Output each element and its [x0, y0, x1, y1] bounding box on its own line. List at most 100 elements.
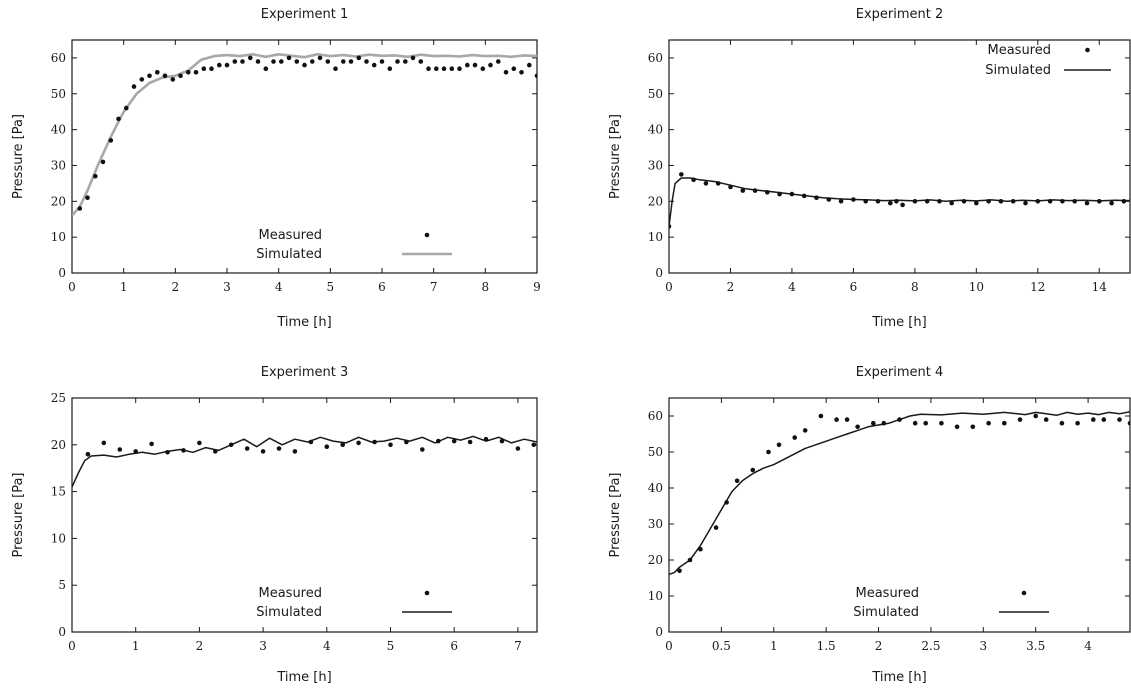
data-point-measured: [974, 200, 979, 206]
plot-area: [72, 52, 537, 217]
data-point-measured: [348, 59, 354, 64]
data-point-measured: [117, 447, 123, 452]
data-point-measured: [713, 525, 719, 530]
data-point-measured: [900, 202, 905, 208]
x-tick-label: 12: [1030, 280, 1045, 294]
data-point-measured: [724, 500, 729, 505]
data-point-measured: [451, 438, 457, 444]
series-line-simulated: [72, 52, 537, 217]
data-point-measured: [420, 447, 425, 452]
data-point-measured: [855, 424, 860, 430]
data-point-measured: [465, 62, 470, 68]
data-point-measured: [752, 188, 758, 193]
y-tick-label: 60: [648, 51, 663, 65]
data-point-measured: [875, 199, 881, 204]
chart-title: Experiment 3: [261, 365, 349, 380]
y-axis-label: Pressure [Pa]: [11, 472, 26, 557]
x-axis-label: Time [h]: [276, 315, 331, 330]
data-point-measured: [499, 438, 505, 444]
data-point-measured: [826, 197, 832, 202]
x-tick-label: 8: [482, 280, 490, 294]
data-point-measured: [341, 59, 346, 64]
data-point-measured: [356, 440, 361, 446]
x-tick-label: 7: [514, 639, 522, 653]
data-point-measured: [1127, 420, 1130, 426]
data-point-measured: [467, 439, 473, 445]
data-point-measured: [881, 420, 887, 426]
data-point-measured: [77, 206, 83, 211]
x-tick-label: 8: [911, 280, 919, 294]
data-point-measured: [193, 70, 199, 75]
data-point-measured: [480, 66, 486, 71]
data-point-measured: [998, 199, 1004, 204]
y-tick-label: 25: [51, 391, 66, 405]
x-tick-label: 6: [850, 280, 858, 294]
data-point-measured: [356, 55, 362, 61]
data-point-measured: [149, 441, 154, 447]
legend-marker-measured: [424, 232, 430, 238]
y-tick-label: 0: [58, 266, 66, 280]
y-tick-label: 20: [648, 194, 663, 208]
data-point-measured: [418, 59, 424, 64]
x-tick-label: 4: [275, 280, 283, 294]
chart-title: Experiment 1: [261, 7, 349, 22]
data-point-measured: [263, 66, 269, 71]
data-point-measured: [871, 420, 876, 426]
data-point-measured: [395, 59, 400, 64]
data-point-measured: [954, 424, 960, 430]
chart-panel-4: Experiment 40 0.5 1 1.5 2 2.5 3 3.5 401020304050…: [608, 365, 1131, 685]
data-point-measured: [292, 449, 298, 454]
y-tick-label: 5: [58, 578, 66, 592]
plot-frame: [668, 39, 1131, 274]
series-line-simulated: [669, 410, 1130, 576]
data-point-measured: [844, 417, 850, 422]
data-point-measured: [515, 446, 521, 451]
legend-label-simulated: Simulated: [256, 247, 322, 262]
data-point-measured: [472, 62, 478, 68]
data-point-measured: [488, 62, 493, 68]
data-point-measured: [1023, 200, 1028, 206]
x-tick-label: 2: [875, 639, 883, 653]
data-point-measured: [814, 195, 819, 200]
x-tick-label: 3: [259, 639, 267, 653]
data-point-measured: [923, 420, 928, 426]
x-tick-label: 9: [533, 280, 541, 294]
chart-panel-3: Experiment 3 0 1 2 3 4 5 6 7 0 5 10 15 20 25 Time [h] Pr…: [11, 365, 538, 685]
data-point-measured: [765, 190, 770, 195]
data-point-measured: [108, 138, 114, 143]
legend-marker-measured: [1085, 47, 1090, 53]
data-point-measured: [924, 199, 930, 204]
data-point-measured: [364, 59, 369, 64]
data-point-measured: [434, 66, 439, 71]
data-point-measured: [217, 62, 222, 68]
data-point-measured: [228, 442, 234, 448]
plot-frame: [71, 39, 538, 274]
data-point-measured: [340, 442, 346, 448]
data-point-measured: [801, 193, 807, 199]
data-point-measured: [213, 449, 218, 454]
data-point-measured: [240, 59, 245, 64]
y-tick-label: 40: [648, 481, 663, 495]
data-point-measured: [1060, 199, 1065, 204]
data-point-measured: [687, 557, 693, 563]
x-tick-label: 0: [665, 280, 673, 294]
data-point-measured: [669, 224, 672, 229]
y-tick-label: 10: [51, 531, 66, 545]
data-point-measured: [679, 172, 684, 177]
data-point-measured: [1121, 199, 1127, 204]
data-point-measured: [387, 66, 393, 71]
data-point-measured: [698, 546, 703, 552]
data-point-measured: [162, 73, 168, 79]
x-tick-label: 4: [788, 280, 796, 294]
data-point-measured: [308, 439, 314, 445]
x-tick-label: 4: [1084, 639, 1092, 653]
x-axis-label: Time [h]: [871, 315, 926, 330]
x-tick-label: 0.5: [712, 639, 731, 653]
y-axis-label: Pressure [Pa]: [608, 114, 623, 199]
legend-label-simulated: Simulated: [985, 63, 1051, 78]
data-point-measured: [186, 70, 191, 75]
data-point-measured: [496, 59, 501, 64]
data-point-measured: [457, 66, 462, 71]
data-point-measured: [949, 200, 954, 206]
